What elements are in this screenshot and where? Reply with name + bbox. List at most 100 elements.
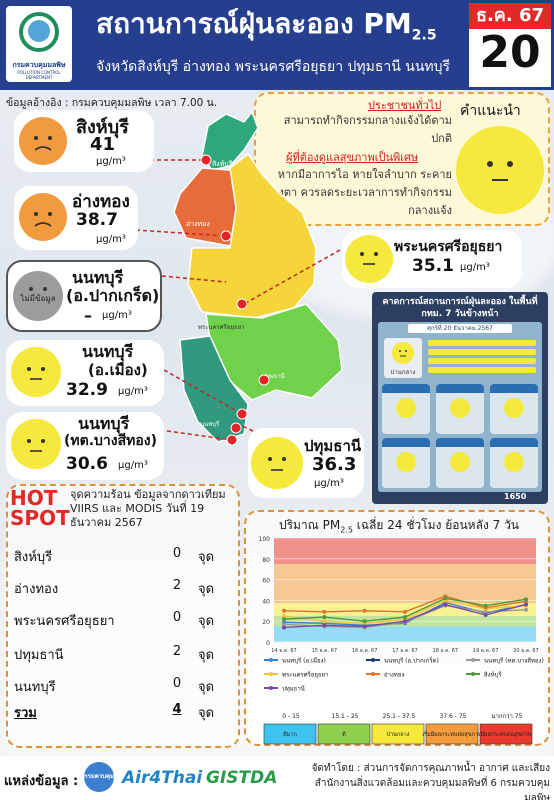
- date-month: ธ.ค. 67: [469, 3, 551, 29]
- chart-point: [483, 609, 488, 614]
- source-logo-pcd: กรมควบคุมมลพิษ: [84, 762, 114, 792]
- scale-band: [263, 723, 317, 745]
- station-value: 38.7: [76, 210, 118, 230]
- map-label-angthong: อ่างทอง: [186, 220, 210, 228]
- no-data-face-icon: [13, 271, 63, 321]
- hotspot-row: พระนครศรีอยุธยา 0 จุด: [14, 610, 215, 629]
- chart-legend-marker: [471, 672, 475, 676]
- chart-ytick-label: 20: [262, 619, 270, 626]
- forecast-today: ศุกร์ที่ 20 ธันวาคม 2567: [408, 324, 512, 333]
- source-label: แหล่งข้อมูล :: [4, 774, 79, 789]
- header-banner: กรมควบคุมมลพิษ POLLUTION CONTROL DEPARTM…: [0, 0, 554, 90]
- station-value: 41: [90, 134, 116, 155]
- chart-point: [282, 622, 286, 627]
- chart-legend-marker: [471, 658, 475, 662]
- scale-band: [425, 723, 479, 745]
- hotspot-row: สิงห์บุรี 0 จุด: [14, 546, 215, 565]
- chart-xtick-label: 19 ธ.ค. 67: [473, 648, 498, 654]
- chart-point: [282, 617, 286, 622]
- hotspot-row: นนทบุรี 0 จุด: [14, 676, 215, 695]
- scale-band: [479, 723, 533, 745]
- chart-ytick-label: 80: [262, 557, 270, 564]
- chart-legend-marker: [371, 658, 375, 662]
- chart-xtick-label: 14 ธ.ค. 67: [271, 648, 296, 654]
- unhealthy-face-icon: [19, 117, 67, 165]
- station-card-pathumthani: ปทุมธานี 36.3 µg/m³: [248, 428, 364, 498]
- moderate-face-icon: [251, 437, 303, 489]
- chart-point: [362, 624, 367, 629]
- chart-band: [274, 603, 536, 616]
- chart-point: [362, 608, 367, 613]
- map-label-pathumthani: ปทุมธานี: [262, 372, 285, 380]
- chart-band: [274, 564, 536, 603]
- station-name: สิงห์บุรี: [76, 117, 129, 138]
- station-unit: µg/m³: [102, 310, 132, 321]
- station-subname: (อ.ปากเกร็ด): [66, 286, 160, 305]
- scale-band-label: ดี: [342, 731, 346, 738]
- chart-point: [362, 619, 367, 624]
- chart-legend-marker: [269, 658, 273, 662]
- station-name: อ่างทอง: [72, 192, 130, 212]
- chart-xtick-label: 15 ธ.ค. 67: [312, 648, 337, 654]
- scale-band: [317, 723, 371, 745]
- station-card-singburi: สิงห์บุรี 41 µg/m³: [14, 110, 154, 172]
- station-card-nonthaburi-pakkret: ไม่มีข้อมูล นนทบุรี (อ.ปากเกร็ด) – µg/m³: [6, 260, 162, 332]
- station-value: 35.1: [412, 256, 454, 276]
- hotspot-row: อ่างทอง 2 จุด: [14, 578, 215, 597]
- forecast-day-card: [436, 384, 484, 434]
- neutral-face-icon: [456, 126, 544, 214]
- source-logo-air4thai: Air4Thai: [122, 768, 203, 788]
- station-value: –: [84, 306, 92, 325]
- credit-text: จัดทำโดย : ส่วนการจัดการคุณภาพน้ำ อากาศ …: [311, 763, 550, 800]
- pcd-logo: กรมควบคุมมลพิษ POLLUTION CONTROL DEPARTM…: [6, 6, 72, 82]
- forecast-face-label: ปานกลาง: [390, 369, 416, 376]
- station-card-nonthaburi-bangsithong: นนทบุรี (ทต.บางสีทอง) 30.6 µg/m³: [6, 412, 164, 480]
- chart-point: [524, 602, 528, 607]
- chart-legend-marker: [371, 672, 375, 676]
- station-unit: µg/m³: [118, 460, 148, 471]
- no-data-label: ไม่มีข้อมูล: [20, 294, 56, 303]
- hotspot-row: ปทุมธานี 2 จุด: [14, 644, 215, 663]
- chart-point: [322, 619, 327, 624]
- chart-point: [282, 608, 286, 613]
- chart-point: [322, 609, 327, 614]
- station-name: นนทบุรี: [78, 414, 130, 433]
- chart-point: [403, 615, 407, 620]
- scale-range-label: มากกว่า 75: [492, 713, 523, 720]
- advice-label: คำแนะนำ: [460, 103, 521, 119]
- forecast-hotline: 1650: [504, 492, 527, 501]
- moderate-face-icon: [11, 419, 61, 469]
- chart-xtick-label: 20 ธ.ค. 67: [513, 648, 538, 654]
- station-subname: (อ.เมือง): [88, 361, 148, 379]
- chart-legend-label: สิงห์บุรี: [484, 671, 503, 679]
- logo-sub: POLLUTION CONTROL DEPARTMENT: [17, 70, 61, 80]
- station-value: 30.6: [66, 454, 108, 474]
- chart-legend-marker: [269, 686, 273, 690]
- moderate-face-icon: [392, 342, 414, 364]
- station-unit: µg/m³: [96, 234, 126, 245]
- map-label-ayutthaya: พระนครศรีอยุธยา: [198, 323, 244, 331]
- chart-xtick-label: 18 ธ.ค. 67: [433, 648, 458, 654]
- advice-box: ประชาชนทั่วไป สามารถทำกิจกรรมกลางแจ้งได้…: [254, 92, 550, 226]
- chart-legend-label: นนทบุรี (อ.เมือง): [282, 657, 326, 665]
- chart-point: [282, 614, 286, 618]
- station-unit: µg/m³: [96, 156, 126, 167]
- chart-title: ปริมาณ PM2.5 เฉลี่ย 24 ชั่วโมง ย้อนหลัง …: [278, 518, 520, 535]
- scale-band-label: มีผลกระทบต่อสุขภาพ: [480, 731, 532, 738]
- station-name: นนทบุรี: [72, 268, 124, 287]
- hotspot-total-row: รวม 4 จุด: [14, 702, 215, 721]
- chart-xtick-label: 17 ธ.ค. 67: [392, 648, 417, 654]
- footer: แหล่งข้อมูล : กรมควบคุมมลพิษ Air4Thai GI…: [0, 756, 554, 800]
- station-subname: (ทต.บางสีทอง): [64, 433, 158, 449]
- forecast-day-card: [436, 438, 484, 488]
- forecast-poster: คาดการณ์สถานการณ์ฝุ่นละออง ในพื้นที่ กทม…: [372, 292, 548, 504]
- scale-band-label: เริ่มมีผลกระทบต่อสุขภาพ: [422, 730, 482, 738]
- page-subtitle: จังหวัดสิงห์บุรี อ่างทอง พระนครศรีอยุธยา…: [96, 59, 451, 75]
- chart-point: [483, 603, 488, 608]
- pm25-chart-panel: ปริมาณ PM2.5 เฉลี่ย 24 ชั่วโมง ย้อนหลัง …: [244, 510, 550, 746]
- hotspot-word-hot: HOT: [10, 486, 58, 510]
- chart-point: [282, 625, 286, 630]
- moderate-face-icon: [345, 235, 393, 283]
- advice-risk-text: หากมีอาการไอ หายใจลำบาก ระคายเคืองตา ควร…: [260, 168, 452, 217]
